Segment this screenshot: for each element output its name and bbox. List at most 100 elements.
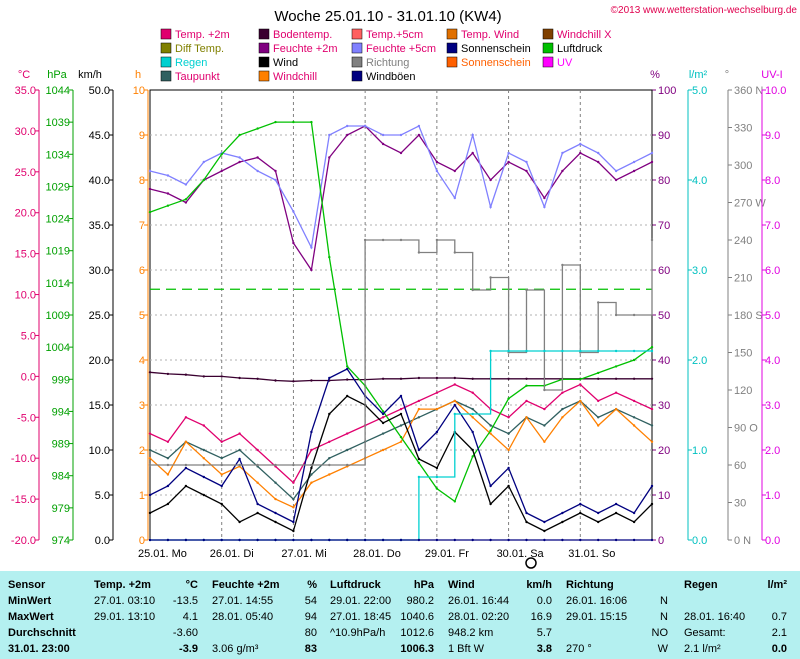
data-point-luftdruck <box>507 397 510 400</box>
data-point-richtung <box>310 463 313 467</box>
axis-tick-humidity: 20 <box>658 445 670 457</box>
axis-tick-direction: 120 <box>734 385 752 397</box>
table-cell: 0.0 <box>771 643 787 655</box>
data-point-wind <box>561 520 564 524</box>
axis-tick-temp: 30.0 <box>15 126 36 138</box>
data-point-feuchte-5cm <box>399 133 403 137</box>
data-point-regen <box>489 349 492 353</box>
table-cell: 2.1 l/m² <box>684 643 721 655</box>
table-cell: 1012.6 <box>400 627 434 639</box>
data-point-feuchte-5cm <box>346 124 349 128</box>
axis-tick-pressure: 999 <box>52 374 70 386</box>
cursor-marker-icon[interactable] <box>525 557 537 569</box>
data-point-feuchte-5cm <box>256 169 259 173</box>
data-point-richtung <box>650 238 654 242</box>
axis-unit-pressure: hPa <box>47 69 67 81</box>
data-point-sonnenschein <box>274 538 277 542</box>
data-point-sonnenschein <box>579 538 582 542</box>
data-point-temp-2m <box>328 440 331 443</box>
data-point-wind <box>471 448 474 452</box>
data-point-bodentemp- <box>256 377 259 380</box>
data-point-wind <box>650 502 654 506</box>
data-point-taupunkt <box>417 416 421 419</box>
axis-tick-humidity: 80 <box>658 175 670 187</box>
data-point-wind <box>184 484 188 488</box>
data-point-temp-2m <box>453 383 456 386</box>
data-point-feuchte-5cm <box>274 178 277 182</box>
data-point-wind <box>148 511 152 515</box>
legend-swatch <box>351 42 363 54</box>
data-point-wind <box>632 520 636 524</box>
axis-tick-pressure: 984 <box>52 471 70 483</box>
axis-tick-wind: 35.0 <box>89 220 110 232</box>
data-point-luftdruck <box>399 435 403 439</box>
data-point-temp-2m <box>256 448 259 452</box>
axis-tick-humidity: 90 <box>658 130 670 142</box>
axis-tick-direction: 30 <box>734 498 746 510</box>
data-point-taupunkt <box>166 457 170 460</box>
axis-tick-hours: 10 <box>133 85 145 97</box>
data-point-feuchte-5cm <box>489 205 492 209</box>
axis-tick-temp: 10.0 <box>15 290 36 302</box>
data-point-taupunkt <box>292 497 295 501</box>
x-axis-labels: 25.01. Mo 26.01. Di 27.01. Mi 28.01. Do 29.0… <box>138 548 615 560</box>
x-axis-label: 30.01. Sa <box>497 548 545 560</box>
chart-plot-area <box>148 120 654 542</box>
data-point-richtung <box>184 463 188 467</box>
data-point-regen <box>471 412 474 416</box>
data-point-feuchte-2m <box>543 196 546 200</box>
data-point-windb-en <box>525 511 528 515</box>
data-point-bodentemp- <box>310 379 313 382</box>
data-point-temp-2m <box>417 399 421 403</box>
data-point-feuchte-2m <box>489 178 492 182</box>
chart-legend: Temp. +2m Bodentemp. Temp.+5cm Temp. Wind Wi… <box>160 28 612 83</box>
data-point-feuchte-5cm <box>148 169 152 173</box>
data-point-windb-en <box>220 484 223 488</box>
data-point-sonnenschein <box>543 538 546 542</box>
data-point-windb-en <box>381 412 385 416</box>
axis-tick-pressure: 1044 <box>46 85 70 97</box>
data-point-luftdruck <box>238 133 241 137</box>
table-cell: N <box>660 595 668 607</box>
data-point-wind <box>381 421 385 425</box>
table-cell: 28.01. 02:20 <box>448 611 510 623</box>
table-cell: Wind <box>448 579 475 591</box>
data-point-wind <box>525 520 528 524</box>
legend-label: Feuchte +5cm <box>366 43 436 55</box>
data-point-temp-2m <box>310 448 313 452</box>
axis-tick-rain: 5.0 <box>692 85 707 97</box>
data-point-temp-2m <box>561 391 564 394</box>
axis-tick-hours: 6 <box>139 265 145 277</box>
axis-tick-hours: 7 <box>139 220 145 232</box>
data-point-regen <box>650 349 654 353</box>
table-cell: 28.01. 16:40 <box>684 611 746 623</box>
data-point-wind <box>435 466 439 470</box>
data-point-feuchte-5cm <box>363 124 367 128</box>
data-point-bodentemp- <box>202 375 205 378</box>
table-cell: 31.01. 23:00 <box>8 643 70 655</box>
axis-tick-temp: 15.0 <box>15 249 36 261</box>
data-point-luftdruck <box>453 500 456 503</box>
axis-tick-pressure: 1039 <box>46 117 70 129</box>
scroll-marker[interactable] <box>525 557 537 569</box>
data-point-windchill <box>220 473 223 476</box>
data-point-windb-en <box>471 430 474 434</box>
copyright-text: ©2013 www.wetterstation-wechselburg.de <box>611 5 798 16</box>
data-point-windb-en <box>561 511 564 515</box>
data-point-feuchte-5cm <box>310 246 313 249</box>
table-cell: 3.8 <box>536 643 552 655</box>
axis-tick-uv: 6.0 <box>765 265 780 277</box>
table-cell: 1006.3 <box>400 643 434 655</box>
legend-swatch <box>351 56 363 68</box>
data-point-feuchte-5cm <box>507 151 510 155</box>
axis-tick-uv: 5.0 <box>765 310 780 322</box>
data-point-richtung <box>238 463 241 467</box>
data-point-taupunkt <box>202 448 205 452</box>
legend-label: Richtung <box>366 57 409 69</box>
data-point-sonnenschein <box>256 538 259 542</box>
table-cell: 28.01. 05:40 <box>212 611 274 623</box>
data-point-windb-en <box>328 376 331 380</box>
axis-tick-wind: 45.0 <box>89 130 110 142</box>
data-point-temp-2m <box>632 399 636 403</box>
legend-label: Temp. Wind <box>461 29 519 41</box>
